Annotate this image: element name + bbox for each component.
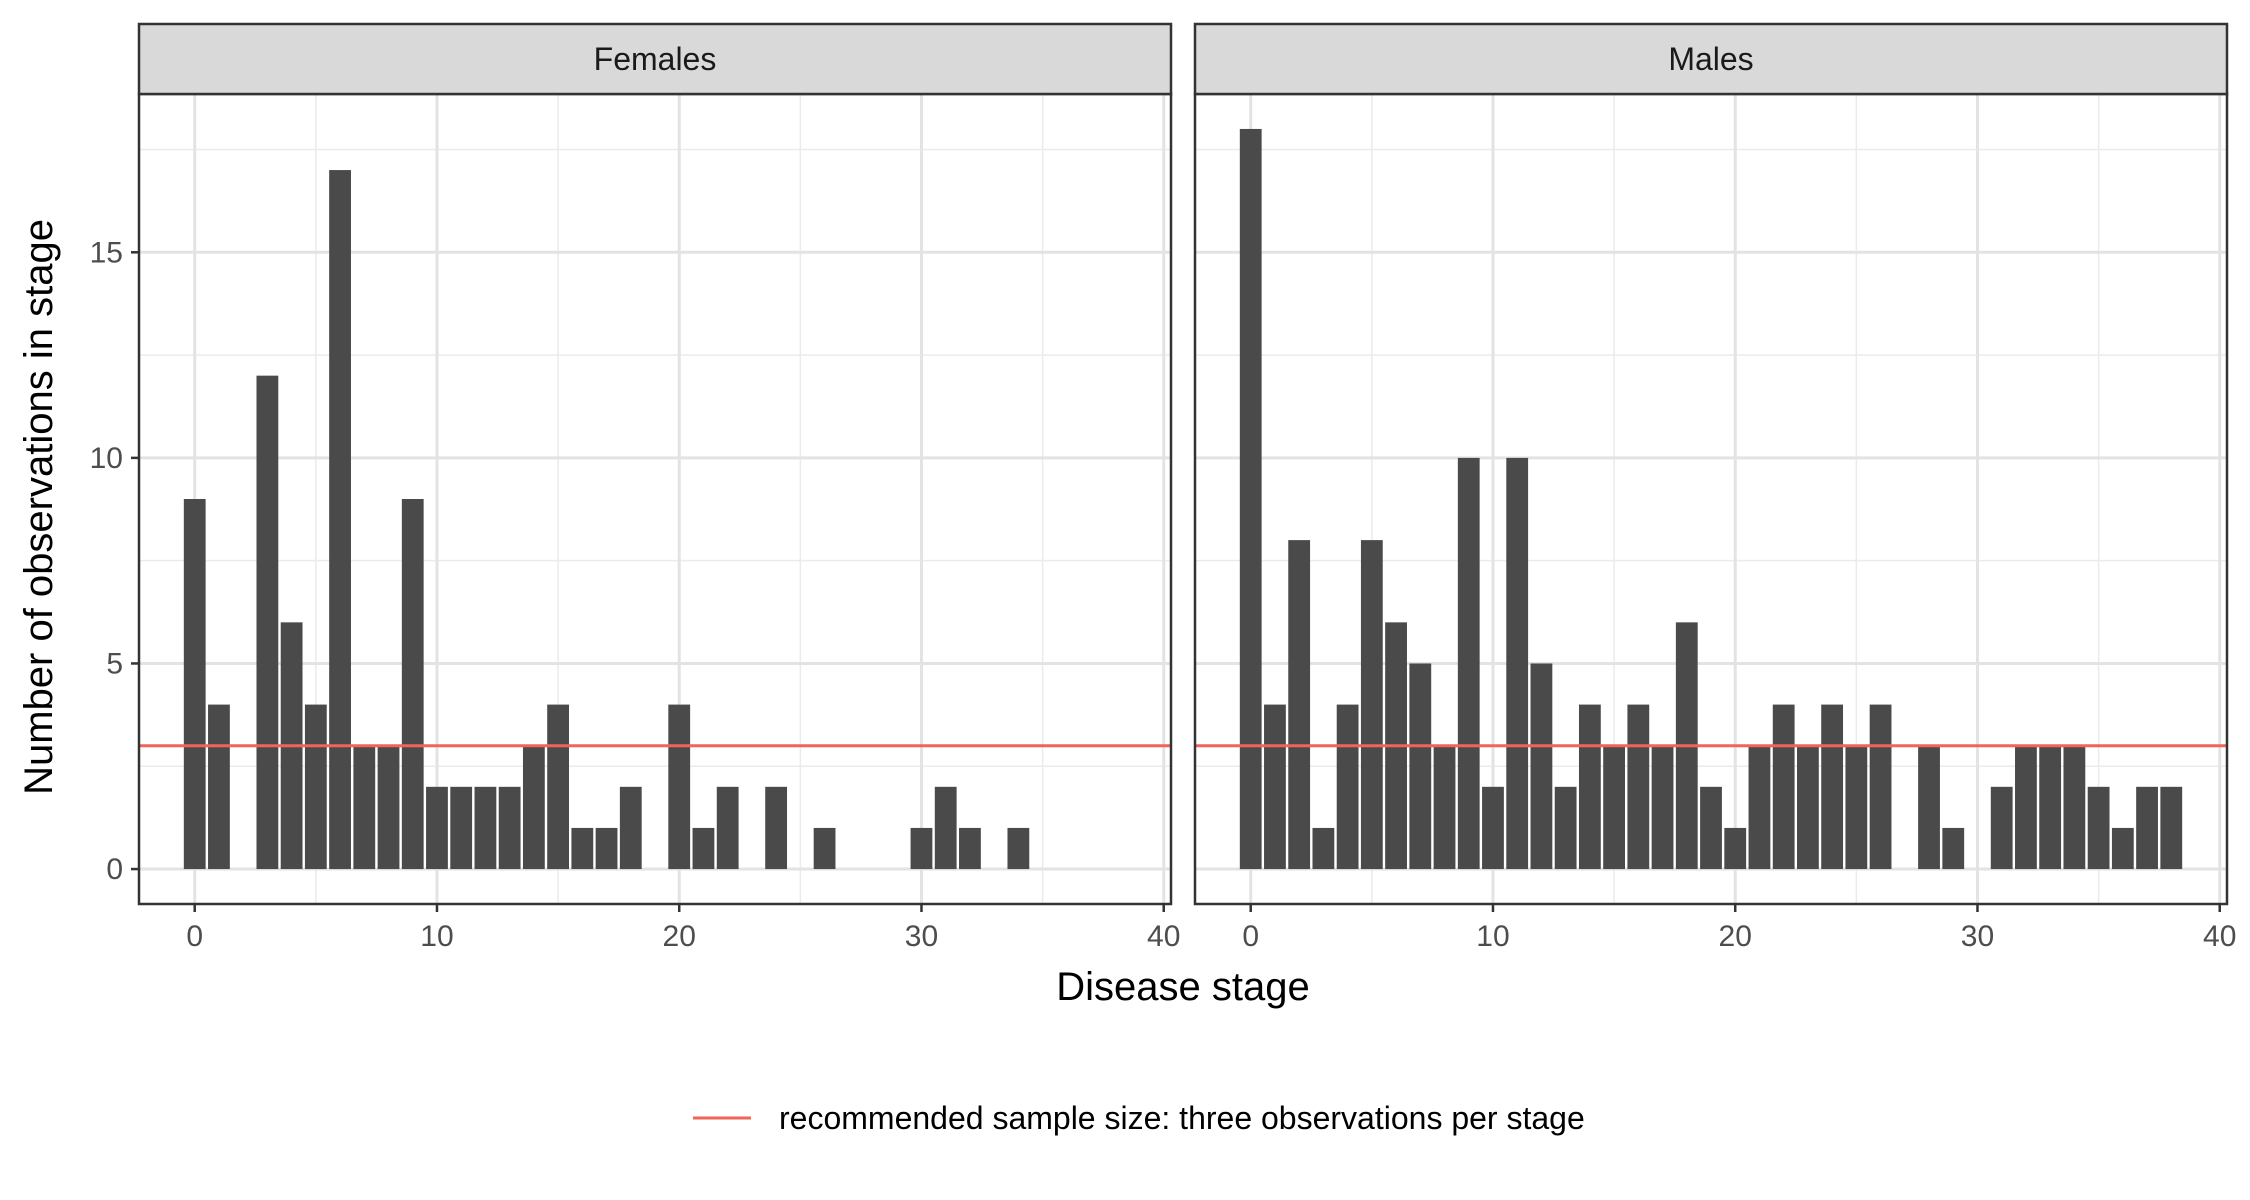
bar [547, 704, 569, 870]
y-axis-title: Number of observations in stage [17, 219, 61, 795]
bar [208, 704, 230, 870]
bar [2015, 745, 2037, 870]
bar [1869, 704, 1892, 870]
bar [1360, 540, 1383, 870]
bar [1336, 704, 1359, 870]
bar [1724, 827, 1747, 870]
strip-background [1193, 22, 2229, 96]
bar [1457, 457, 1480, 870]
x-tick-label: 40 [1147, 920, 1180, 953]
strip-label: Females [594, 41, 717, 77]
x-tick-label: 0 [1242, 920, 1259, 953]
legend-label: recommended sample size: three observati… [779, 1100, 1585, 1136]
bar [1482, 786, 1504, 870]
bar [329, 170, 351, 870]
bar [1239, 128, 1262, 870]
bar [450, 786, 473, 870]
bar [1433, 745, 1456, 870]
bar [1797, 745, 1819, 870]
bar [498, 786, 521, 870]
bar [1554, 786, 1577, 870]
bar [765, 786, 788, 870]
bar [571, 827, 594, 870]
bar [2160, 786, 2183, 870]
bar [1264, 704, 1286, 870]
bar [2039, 745, 2062, 870]
bar [1530, 663, 1553, 870]
bar [2136, 786, 2158, 870]
bar [1918, 745, 1940, 870]
bar [377, 745, 400, 870]
bar [1942, 827, 1965, 870]
panels-group: Females 0 10 20 30 40 0 5 10 15 Males 0 10 20 30 40 [90, 22, 2236, 953]
bar [1821, 704, 1844, 870]
bar [1007, 827, 1030, 870]
bar [401, 499, 424, 870]
bar [1288, 540, 1311, 870]
bar [353, 745, 376, 870]
bar [1700, 786, 1722, 870]
bar [692, 827, 715, 870]
x-tick-label: 30 [1961, 920, 1994, 953]
y-tick-label: 15 [90, 236, 123, 269]
bar [1748, 745, 1771, 870]
bar [813, 827, 836, 870]
x-tick-label: 10 [1476, 920, 1509, 953]
bar [1627, 704, 1650, 870]
x-tick-label: 30 [905, 920, 938, 953]
bar [1845, 745, 1868, 870]
bar [183, 499, 206, 870]
bar [2087, 786, 2110, 870]
bar [1506, 457, 1529, 870]
strip-label: Males [1668, 41, 1753, 77]
bar [1990, 786, 2013, 870]
bar [716, 786, 739, 870]
bar [426, 786, 448, 870]
bar [2111, 827, 2134, 870]
x-axis-title: Disease stage [1056, 965, 1309, 1009]
y-tick-label: 5 [106, 647, 123, 680]
bar [2063, 745, 2086, 870]
bar [1603, 745, 1625, 870]
bar [1578, 704, 1601, 870]
bar [959, 827, 981, 870]
y-tick-label: 10 [90, 442, 123, 475]
bar [595, 827, 618, 870]
bar [910, 827, 933, 870]
y-tick-label: 0 [106, 853, 123, 886]
bar [256, 375, 279, 870]
bar [1312, 827, 1335, 870]
bar [304, 704, 327, 870]
legend: recommended sample size: three observati… [693, 1100, 1585, 1136]
panel-females: Females 0 10 20 30 40 0 5 10 15 [90, 22, 1180, 953]
bar [522, 745, 545, 870]
bar [668, 704, 691, 870]
x-tick-label: 0 [186, 920, 203, 953]
x-tick-label: 10 [420, 920, 453, 953]
bar [474, 786, 497, 870]
bar [1409, 663, 1432, 870]
x-tick-label: 20 [1719, 920, 1752, 953]
panel-males: Males 0 10 20 30 40 [1193, 22, 2236, 953]
bar [1772, 704, 1795, 870]
x-tick-label: 40 [2203, 920, 2236, 953]
bar [619, 786, 642, 870]
x-tick-label: 20 [663, 920, 696, 953]
bar [1651, 745, 1674, 870]
strip-background [137, 22, 1173, 96]
bar [934, 786, 957, 870]
